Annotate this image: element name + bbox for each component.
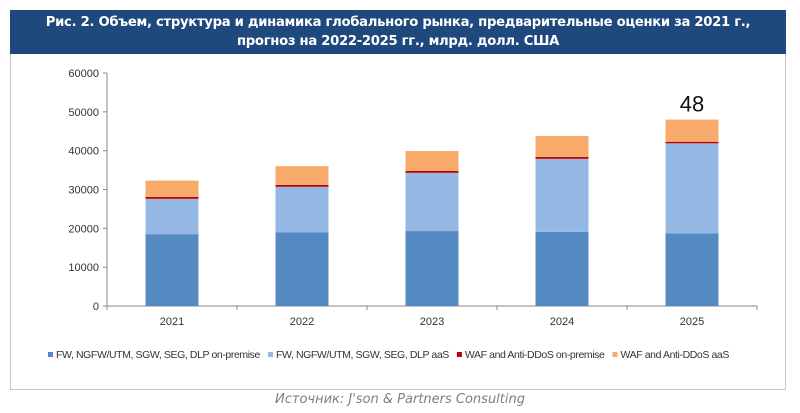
legend-label-0: FW, NGFW/UTM, SGW, SEG, DLP on-premise [56, 349, 261, 361]
x-tick-label: 2025 [680, 316, 704, 328]
x-tick-label: 2023 [420, 316, 444, 328]
bar-segment-2025-2 [665, 141, 719, 144]
y-tick-label: 20000 [68, 223, 99, 235]
bar-segment-2022-3 [275, 166, 329, 185]
bar-segment-2024-3 [535, 135, 589, 157]
legend-swatch-2 [456, 352, 462, 357]
legend-label-2: WAF and Anti-DDoS on-premise [465, 349, 605, 361]
bar-segment-2025-0 [665, 233, 719, 306]
bar-segment-2023-2 [405, 170, 459, 173]
bar-segment-2022-0 [275, 232, 329, 306]
source-note: Источник: J'son & Partners Consulting [275, 392, 525, 407]
bar-segment-2023-0 [405, 231, 459, 306]
title-line-2: прогноз на 2022-2025 гг., млрд. долл. СШ… [236, 34, 560, 49]
bar-segment-2022-1 [275, 186, 329, 233]
y-tick-label: 0 [93, 301, 99, 313]
y-tick-label: 40000 [68, 146, 99, 158]
x-tick-label: 2021 [160, 316, 184, 328]
legend-swatch-3 [612, 352, 618, 357]
bar-segment-2025-3 [665, 119, 719, 142]
bar-segment-2023-1 [405, 172, 459, 232]
y-tick-label: 60000 [68, 68, 99, 80]
legend-swatch-1 [267, 352, 273, 357]
title-line-1: Рис. 2. Объем, структура и динамика глоб… [45, 15, 751, 30]
bar-segment-2025-1 [665, 143, 719, 234]
x-tick-label: 2024 [550, 316, 574, 328]
bar-segment-2023-3 [405, 151, 459, 171]
chart-title: Рис. 2. Объем, структура и динамика глоб… [10, 10, 786, 54]
legend-swatch-0 [48, 352, 53, 357]
bar-segment-2021-3 [145, 180, 199, 197]
legend-label-3: WAF and Anti-DDoS aaS [620, 349, 729, 361]
bar-segment-2021-2 [145, 196, 199, 199]
bar-total-annotation: 48 [680, 92, 704, 117]
legend-label-1: FW, NGFW/UTM, SGW, SEG, DLP aaS [276, 349, 449, 361]
bar-segment-2024-0 [535, 231, 589, 306]
x-tick-label: 2022 [290, 316, 314, 328]
bar-segment-2024-2 [535, 156, 589, 159]
bar-segment-2024-1 [535, 158, 589, 232]
bar-segment-2021-1 [145, 198, 199, 235]
y-tick-label: 30000 [68, 185, 99, 197]
y-tick-label: 50000 [68, 107, 99, 119]
bar-segment-2022-2 [275, 184, 329, 187]
y-tick-label: 10000 [68, 262, 99, 274]
bar-segment-2021-0 [145, 234, 199, 306]
